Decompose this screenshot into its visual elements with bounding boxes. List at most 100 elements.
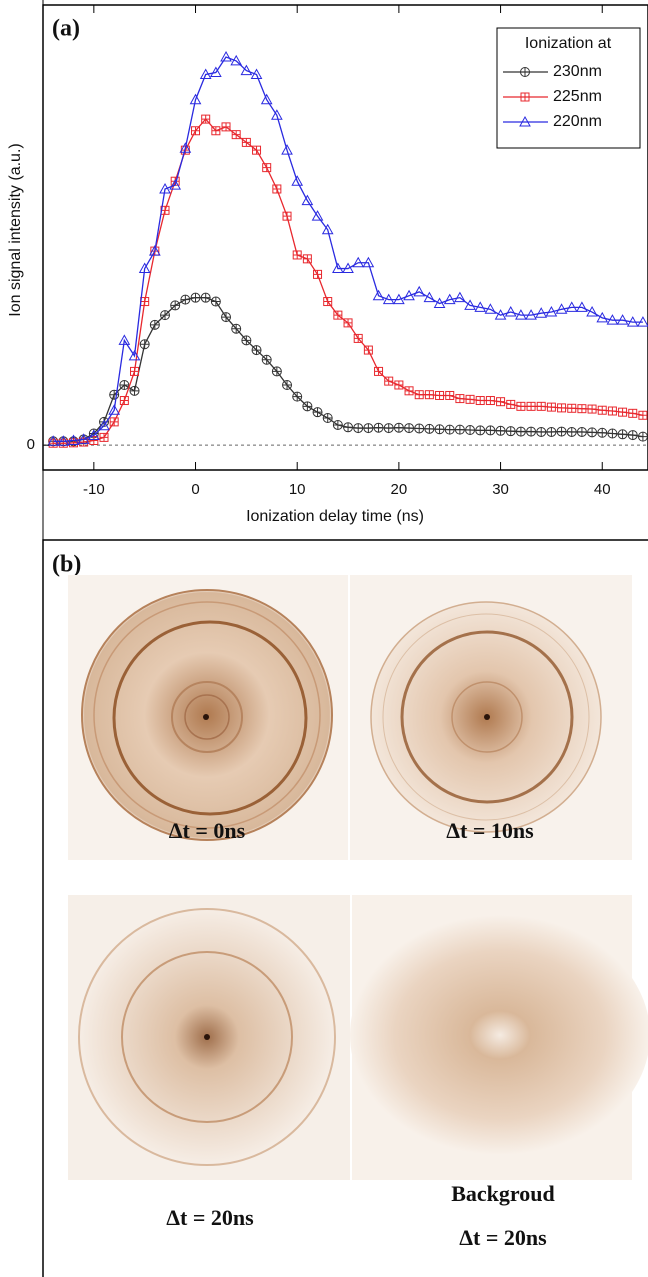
marker-part [519, 115, 531, 127]
marker [179, 142, 192, 153]
marker-part [536, 427, 546, 437]
marker [352, 256, 365, 268]
marker-part [567, 427, 577, 437]
marker [403, 289, 415, 301]
marker-part [161, 206, 170, 215]
marker [362, 256, 375, 268]
image-caption: Δt = 20ns [459, 1225, 547, 1250]
marker-part [494, 309, 507, 320]
marker [99, 432, 109, 442]
marker-part [313, 270, 322, 279]
marker [342, 262, 354, 274]
x-tick-label: -10 [83, 481, 105, 498]
marker-part [221, 312, 231, 322]
marker [138, 262, 151, 274]
marker-part [586, 305, 598, 317]
marker-part [415, 390, 424, 399]
marker [394, 380, 404, 390]
marker [404, 423, 415, 434]
marker-part [637, 316, 648, 327]
marker [201, 114, 211, 124]
marker-part [435, 424, 445, 434]
marker [454, 424, 465, 435]
marker [323, 297, 333, 307]
marker-part [262, 355, 272, 365]
marker-part [527, 402, 536, 411]
marker-part [354, 334, 363, 343]
marker [87, 429, 100, 440]
marker [241, 137, 251, 147]
marker [130, 366, 140, 376]
marker-part [362, 256, 375, 268]
marker [616, 314, 629, 325]
image-caption: Δt = 0ns [169, 818, 246, 843]
marker [546, 402, 556, 412]
marker [301, 194, 314, 206]
marker [423, 291, 436, 303]
legend-label: 225nm [553, 88, 602, 105]
marker-part [638, 411, 647, 420]
marker-part [282, 380, 292, 390]
marker [312, 407, 323, 418]
marker-part [372, 289, 385, 301]
marker [199, 68, 212, 79]
marker-part [638, 432, 648, 442]
marker [627, 430, 638, 441]
marker [444, 424, 455, 435]
marker [262, 163, 272, 173]
marker-part [521, 93, 529, 101]
marker [333, 310, 343, 320]
marker-part [250, 68, 263, 79]
panel-label: (a) [52, 16, 80, 42]
marker [47, 435, 60, 446]
marker [230, 54, 243, 66]
marker-part [608, 407, 617, 416]
marker-part [343, 422, 353, 432]
marker-part [545, 305, 558, 317]
marker [250, 68, 263, 79]
marker [393, 293, 405, 305]
marker-part [332, 262, 344, 274]
marker-part [526, 427, 536, 437]
marker-part [486, 396, 495, 405]
marker-part [465, 425, 475, 435]
marker [525, 309, 537, 320]
marker [200, 292, 211, 303]
marker [281, 144, 293, 155]
marker-part [597, 428, 607, 438]
marker [291, 175, 304, 186]
marker-part [537, 402, 546, 411]
marker-part [363, 423, 373, 433]
marker-part [301, 194, 314, 206]
marker-part [425, 390, 434, 399]
image-2 [68, 895, 350, 1180]
marker [520, 92, 530, 102]
marker-part [557, 403, 566, 412]
marker-part [475, 425, 485, 435]
marker [343, 318, 353, 328]
marker [241, 335, 252, 346]
marker [638, 410, 648, 420]
marker [159, 182, 171, 194]
marker [282, 211, 292, 221]
marker-part [128, 349, 141, 361]
marker [190, 292, 201, 303]
marker-part [211, 297, 221, 307]
marker-part [424, 424, 434, 434]
marker [565, 301, 578, 312]
marker-part [140, 297, 149, 306]
legend-label: 230nm [553, 63, 602, 80]
marker [546, 426, 557, 437]
marker-part [525, 309, 537, 320]
marker-part [474, 301, 487, 312]
marker-part [230, 54, 243, 66]
marker-part [262, 163, 271, 172]
marker [536, 426, 547, 437]
marker [617, 429, 628, 440]
marker [67, 434, 80, 446]
marker [414, 423, 425, 434]
marker-part [504, 305, 517, 317]
image-caption: Backgroud [451, 1181, 555, 1206]
marker [57, 435, 70, 446]
